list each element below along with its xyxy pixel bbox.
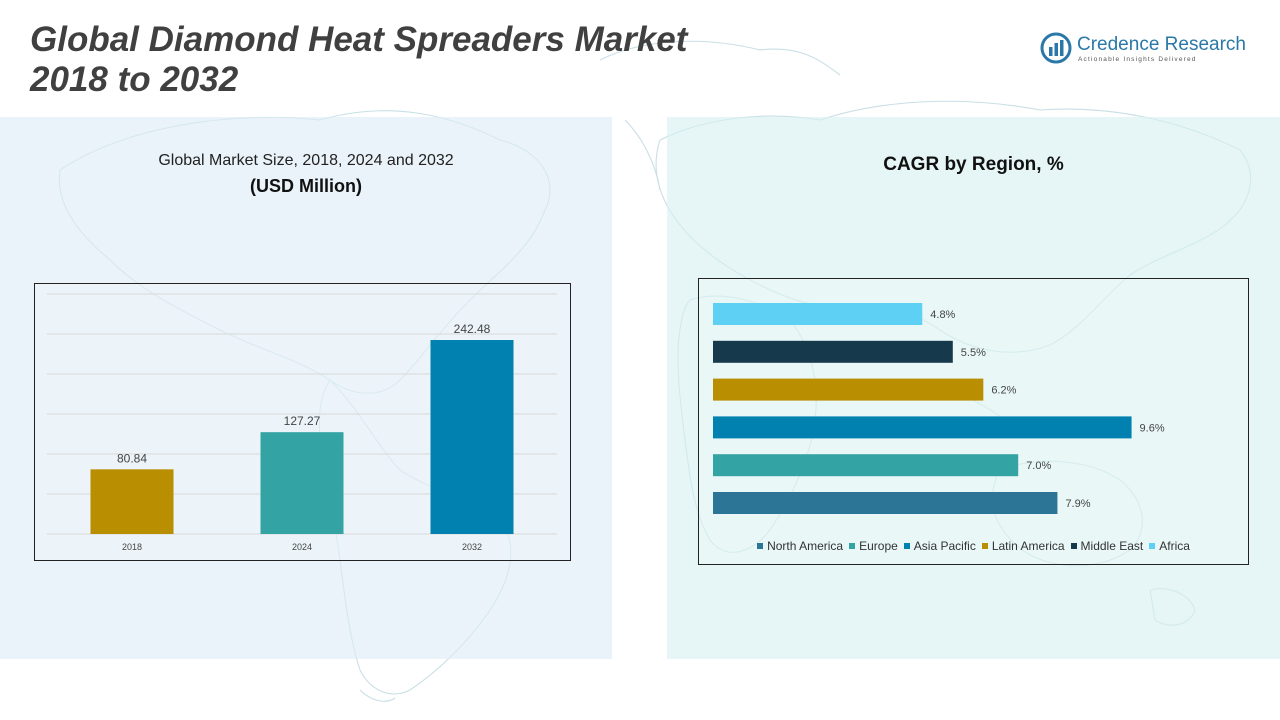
hbar-latin-america xyxy=(713,378,984,401)
legend-swatch xyxy=(849,543,856,549)
x-tick-label-2018: 2018 xyxy=(122,542,142,552)
cagr-chart-legend: North America Europe Asia Pacific Latin Ame… xyxy=(699,539,1248,553)
page-title: Global Diamond Heat Spreaders Market 201… xyxy=(30,20,810,100)
legend-label: Europe xyxy=(859,539,898,553)
market-size-chart-svg: 80.84 2018 127.27 2024 242.48 2032 xyxy=(47,293,557,552)
legend-label: North America xyxy=(767,539,844,553)
credence-research-logo: Credence Research Actionable Insights De… xyxy=(1040,32,1260,68)
page-title-line2: 2018 to 2032 xyxy=(30,60,239,99)
hbar-value-label-asia-pacific: 9.6% xyxy=(1140,422,1165,434)
x-tick-label-2032: 2032 xyxy=(462,542,482,552)
hbar-value-label-europe: 7.0% xyxy=(1026,460,1051,472)
bar-value-label-2018: 80.84 xyxy=(117,451,147,465)
logo-mark-icon xyxy=(1040,32,1072,64)
legend-label: Middle East xyxy=(1080,539,1144,553)
hbar-africa xyxy=(713,303,923,325)
hbar-north-america xyxy=(713,492,1058,514)
legend-item-latin-america: Latin America xyxy=(981,539,1065,553)
cagr-chart-title: CAGR by Region, % xyxy=(883,154,1064,175)
hbar-asia-pacific xyxy=(713,416,1132,439)
legend-item-africa: Africa xyxy=(1149,539,1190,553)
logo-name: Credence Research xyxy=(1077,34,1246,55)
page-title-line1: Global Diamond Heat Spreaders Market xyxy=(30,20,688,59)
legend-swatch xyxy=(1149,543,1156,549)
hbar-middle-east xyxy=(713,340,953,363)
hbar-value-label-africa: 4.8% xyxy=(930,309,955,321)
hbar-value-label-latin-america: 6.2% xyxy=(991,385,1016,397)
hbar-value-label-north-america: 7.9% xyxy=(1065,498,1090,510)
legend-item-middle-east: Middle East xyxy=(1070,539,1144,553)
logo-tagline: Actionable Insights Delivered xyxy=(1078,56,1197,63)
legend-item-north-america: North America xyxy=(757,539,843,553)
bar-2024 xyxy=(260,432,344,534)
market-size-chart-title: Global Market Size, 2018, 2024 and 2032 xyxy=(158,152,454,169)
bar-value-label-2032: 242.48 xyxy=(454,322,491,336)
cagr-chart: 7.9% 7.0% 9.6% 6.2% 5.5% 4.8% North America Eu… xyxy=(698,278,1249,565)
legend-swatch xyxy=(981,543,988,549)
bar-value-label-2024: 127.27 xyxy=(284,414,321,428)
market-size-chart: 80.84 2018 127.27 2024 242.48 2032 xyxy=(34,283,571,561)
legend-swatch xyxy=(903,543,910,549)
bar-2032 xyxy=(430,340,514,534)
x-tick-label-2024: 2024 xyxy=(292,542,312,552)
legend-swatch xyxy=(757,543,764,549)
hbar-value-label-middle-east: 5.5% xyxy=(961,347,986,359)
legend-item-europe: Europe xyxy=(849,539,898,553)
legend-label: Asia Pacific xyxy=(913,539,976,553)
bar-2018 xyxy=(90,469,174,534)
legend-item-asia-pacific: Asia Pacific xyxy=(903,539,976,553)
hbar-europe xyxy=(713,454,1019,477)
market-size-chart-subtitle: (USD Million) xyxy=(250,176,362,196)
legend-label: Africa xyxy=(1159,539,1190,553)
legend-label: Latin America xyxy=(991,539,1065,553)
legend-swatch xyxy=(1070,543,1077,549)
cagr-chart-svg: 7.9% 7.0% 9.6% 6.2% 5.5% 4.8% xyxy=(713,303,1165,514)
